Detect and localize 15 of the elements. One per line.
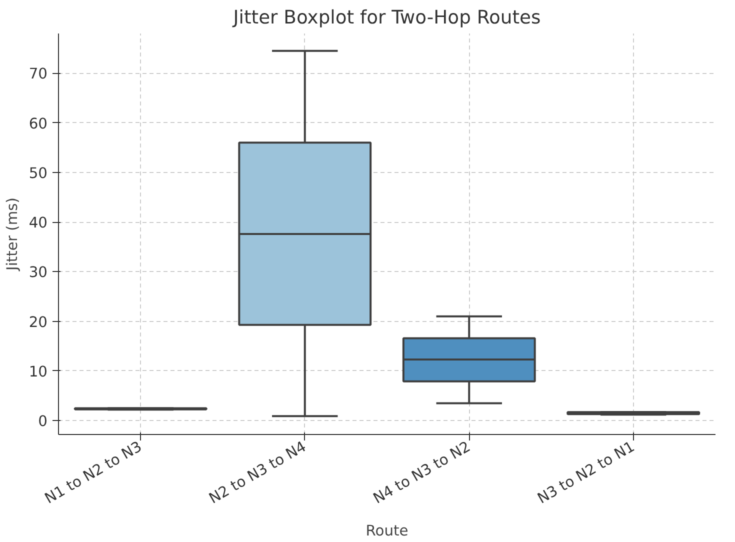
y-tick-label: 50 [28,164,48,182]
x-tick-label: N1 to N2 to N3 [42,438,145,508]
y-axis-title: Jitter (ms) [4,198,21,272]
y-tick-label: 10 [28,363,48,380]
x-axis-title: Route [366,522,408,540]
x-tick-label: N2 to N3 to N4 [206,438,310,508]
y-tick-label: 0 [38,413,48,430]
x-tick-label: N4 to N3 to N2 [370,438,474,508]
y-tick-label: 70 [28,66,48,83]
y-tick-label: 20 [28,314,48,331]
x-tick-label: N3 to N2 to N1 [534,438,638,508]
y-tick-label: 60 [28,115,48,132]
chart-title: Jitter Boxplot for Two-Hop Routes [232,8,541,28]
y-tick-label: 30 [28,264,48,282]
y-tick-label: 40 [28,214,48,232]
